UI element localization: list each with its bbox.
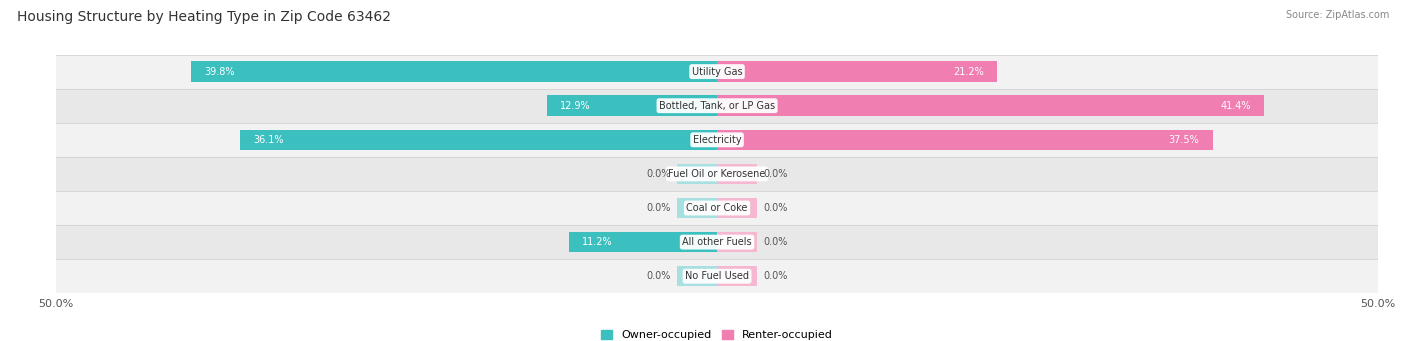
Text: 0.0%: 0.0%: [647, 203, 671, 213]
Bar: [56, 225, 1378, 259]
Text: 0.0%: 0.0%: [763, 237, 787, 247]
Bar: [717, 232, 756, 252]
Text: Source: ZipAtlas.com: Source: ZipAtlas.com: [1285, 10, 1389, 20]
Text: Utility Gas: Utility Gas: [692, 66, 742, 77]
Text: No Fuel Used: No Fuel Used: [685, 271, 749, 281]
Bar: [56, 259, 1378, 293]
Text: 0.0%: 0.0%: [763, 169, 787, 179]
Bar: [56, 157, 1378, 191]
Legend: Owner-occupied, Renter-occupied: Owner-occupied, Renter-occupied: [600, 330, 834, 340]
Bar: [717, 95, 1264, 116]
Text: 0.0%: 0.0%: [647, 169, 671, 179]
Bar: [191, 61, 717, 82]
Text: 41.4%: 41.4%: [1220, 101, 1251, 111]
Text: Fuel Oil or Kerosene: Fuel Oil or Kerosene: [668, 169, 766, 179]
Bar: [56, 123, 1378, 157]
Bar: [678, 164, 717, 184]
Text: Housing Structure by Heating Type in Zip Code 63462: Housing Structure by Heating Type in Zip…: [17, 10, 391, 24]
Text: 0.0%: 0.0%: [647, 271, 671, 281]
Text: 12.9%: 12.9%: [560, 101, 591, 111]
Text: 21.2%: 21.2%: [953, 66, 984, 77]
Bar: [240, 130, 717, 150]
Bar: [56, 55, 1378, 89]
Bar: [678, 198, 717, 218]
Text: 0.0%: 0.0%: [763, 271, 787, 281]
Text: 11.2%: 11.2%: [582, 237, 613, 247]
Text: Bottled, Tank, or LP Gas: Bottled, Tank, or LP Gas: [659, 101, 775, 111]
Bar: [547, 95, 717, 116]
Text: Electricity: Electricity: [693, 135, 741, 145]
Bar: [717, 266, 756, 286]
Text: 36.1%: 36.1%: [253, 135, 284, 145]
Text: 0.0%: 0.0%: [763, 203, 787, 213]
Bar: [717, 164, 756, 184]
Text: All other Fuels: All other Fuels: [682, 237, 752, 247]
Bar: [56, 89, 1378, 123]
Bar: [717, 130, 1212, 150]
Text: 37.5%: 37.5%: [1168, 135, 1199, 145]
Bar: [717, 61, 997, 82]
Text: 39.8%: 39.8%: [204, 66, 235, 77]
Bar: [56, 191, 1378, 225]
Bar: [569, 232, 717, 252]
Bar: [678, 266, 717, 286]
Bar: [717, 198, 756, 218]
Text: Coal or Coke: Coal or Coke: [686, 203, 748, 213]
